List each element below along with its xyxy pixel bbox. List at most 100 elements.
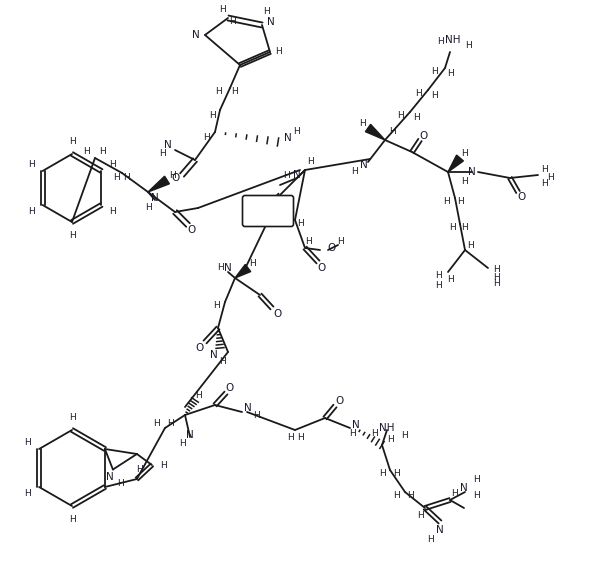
- Text: H: H: [118, 479, 124, 488]
- Text: O: O: [420, 131, 428, 141]
- Text: H: H: [99, 147, 106, 157]
- FancyBboxPatch shape: [242, 195, 294, 226]
- Text: H: H: [28, 160, 35, 169]
- Text: H: H: [284, 219, 290, 228]
- Text: H: H: [390, 128, 396, 136]
- Text: N: N: [151, 193, 159, 203]
- Text: N: N: [360, 160, 368, 170]
- Text: H: H: [69, 514, 75, 524]
- Polygon shape: [365, 125, 385, 140]
- Text: N: N: [352, 420, 360, 430]
- Text: H: H: [297, 433, 303, 442]
- Text: H: H: [214, 301, 220, 309]
- Text: O: O: [336, 396, 344, 406]
- Text: H: H: [473, 491, 479, 501]
- Text: N: N: [468, 167, 476, 177]
- Text: H: H: [408, 491, 414, 501]
- Text: O: O: [328, 243, 336, 253]
- Text: NH: NH: [445, 35, 461, 45]
- Text: H: H: [306, 238, 312, 246]
- Text: H: H: [461, 177, 469, 185]
- Text: H: H: [541, 180, 549, 188]
- Text: H: H: [69, 230, 75, 239]
- Text: H: H: [276, 47, 282, 57]
- Text: H: H: [215, 87, 221, 95]
- Text: H: H: [401, 431, 407, 439]
- Text: H: H: [541, 166, 549, 174]
- Text: H: H: [284, 170, 290, 180]
- Text: O: O: [195, 343, 203, 353]
- Text: H: H: [307, 157, 313, 167]
- Text: N: N: [460, 483, 468, 493]
- Text: H: H: [427, 535, 433, 545]
- Text: O: O: [518, 192, 526, 202]
- Text: H: H: [371, 428, 377, 438]
- Text: N: N: [244, 403, 252, 413]
- Text: N: N: [293, 170, 301, 180]
- Text: H: H: [28, 207, 35, 216]
- Text: H: H: [124, 173, 130, 181]
- Text: H: H: [208, 111, 216, 119]
- Text: H: H: [378, 469, 386, 477]
- Text: H: H: [220, 5, 226, 15]
- Text: H: H: [432, 67, 438, 77]
- Text: H: H: [436, 37, 444, 46]
- Text: H: H: [230, 16, 236, 26]
- Text: N: N: [224, 263, 232, 273]
- Text: H: H: [448, 68, 454, 77]
- Text: H: H: [430, 91, 438, 99]
- Text: H: H: [159, 149, 165, 157]
- Text: H: H: [297, 219, 303, 228]
- Text: N: N: [267, 17, 275, 27]
- Text: H: H: [109, 160, 116, 169]
- Text: H: H: [435, 271, 441, 280]
- Text: H: H: [359, 119, 365, 128]
- Text: H: H: [493, 280, 499, 288]
- Text: H: H: [69, 136, 75, 146]
- Text: H: H: [547, 173, 553, 181]
- Text: H: H: [417, 511, 423, 521]
- Text: H: H: [217, 263, 223, 273]
- Text: O: O: [171, 173, 179, 183]
- Text: H: H: [113, 173, 121, 181]
- Text: N: N: [436, 525, 444, 535]
- Text: H: H: [253, 411, 259, 419]
- Text: H: H: [396, 112, 404, 121]
- Text: H: H: [161, 460, 167, 470]
- Text: O: O: [188, 225, 196, 235]
- Text: O: O: [274, 309, 282, 319]
- Text: H: H: [451, 490, 458, 498]
- Text: H: H: [287, 433, 293, 442]
- Text: H: H: [413, 112, 419, 122]
- Text: H: H: [24, 438, 31, 447]
- Text: O: O: [258, 208, 266, 218]
- Text: H: H: [153, 418, 159, 428]
- Text: N: N: [164, 140, 172, 150]
- Text: H: H: [444, 197, 450, 205]
- Text: H: H: [448, 223, 456, 232]
- Text: H: H: [493, 266, 499, 274]
- Text: Abs: Abs: [257, 205, 279, 218]
- Text: H: H: [435, 281, 441, 291]
- Text: H: H: [264, 8, 270, 16]
- Text: NH: NH: [379, 423, 395, 433]
- Text: H: H: [168, 170, 176, 180]
- Text: H: H: [387, 435, 393, 445]
- Text: H: H: [167, 418, 173, 428]
- Text: H: H: [338, 238, 344, 246]
- Polygon shape: [148, 176, 170, 192]
- Text: H: H: [352, 167, 358, 177]
- Text: H: H: [457, 197, 463, 205]
- Text: H: H: [232, 87, 238, 95]
- Text: O: O: [226, 383, 234, 393]
- Text: O: O: [318, 263, 326, 273]
- Text: H: H: [493, 273, 499, 281]
- Text: H: H: [464, 42, 472, 50]
- Text: H: H: [473, 476, 479, 484]
- Polygon shape: [448, 155, 463, 172]
- Text: H: H: [84, 146, 90, 156]
- Text: N: N: [284, 133, 292, 143]
- Polygon shape: [235, 264, 251, 278]
- Text: H: H: [461, 149, 467, 157]
- Text: N: N: [106, 473, 114, 483]
